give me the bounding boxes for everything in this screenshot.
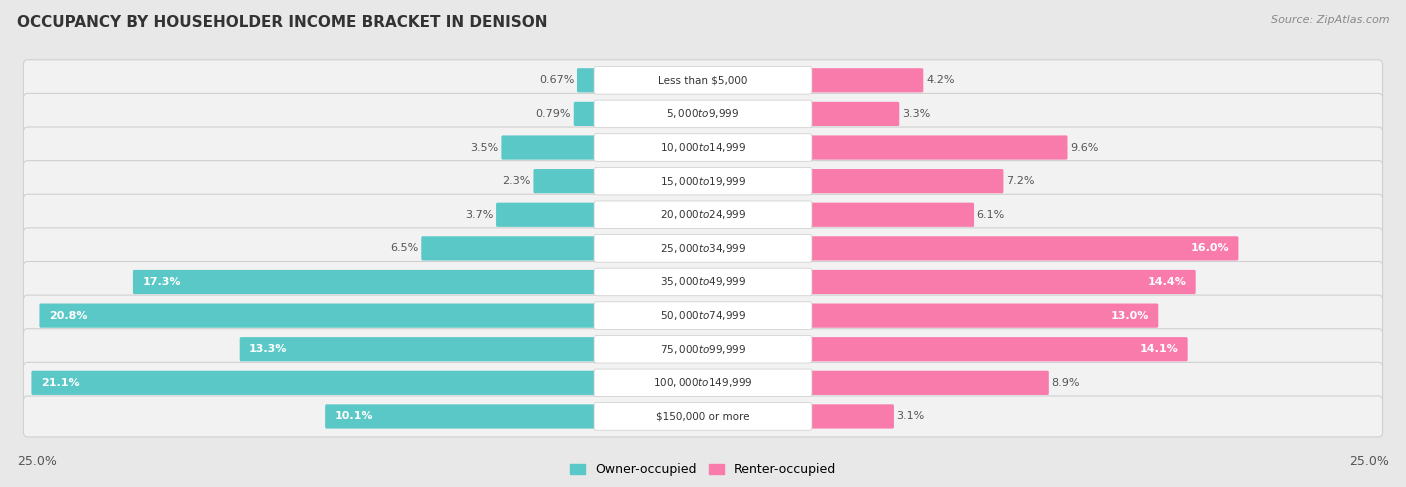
FancyBboxPatch shape (808, 169, 1004, 193)
Text: $150,000 or more: $150,000 or more (657, 412, 749, 421)
FancyBboxPatch shape (808, 270, 1195, 294)
Text: 3.5%: 3.5% (471, 143, 499, 152)
FancyBboxPatch shape (24, 396, 1382, 437)
FancyBboxPatch shape (808, 203, 974, 227)
FancyBboxPatch shape (422, 236, 598, 261)
Text: $20,000 to $24,999: $20,000 to $24,999 (659, 208, 747, 221)
Text: 3.7%: 3.7% (465, 210, 494, 220)
Text: 3.1%: 3.1% (897, 412, 925, 421)
FancyBboxPatch shape (808, 303, 1159, 328)
FancyBboxPatch shape (502, 135, 598, 160)
Text: 6.5%: 6.5% (391, 244, 419, 253)
FancyBboxPatch shape (808, 337, 1188, 361)
Text: $35,000 to $49,999: $35,000 to $49,999 (659, 276, 747, 288)
Text: $15,000 to $19,999: $15,000 to $19,999 (659, 175, 747, 187)
FancyBboxPatch shape (24, 161, 1382, 202)
FancyBboxPatch shape (325, 404, 598, 429)
FancyBboxPatch shape (24, 194, 1382, 235)
FancyBboxPatch shape (808, 68, 924, 93)
FancyBboxPatch shape (595, 201, 811, 228)
FancyBboxPatch shape (24, 295, 1382, 336)
FancyBboxPatch shape (595, 100, 811, 128)
Text: 13.0%: 13.0% (1111, 311, 1149, 320)
FancyBboxPatch shape (31, 371, 598, 395)
Text: 8.9%: 8.9% (1052, 378, 1080, 388)
FancyBboxPatch shape (808, 371, 1049, 395)
FancyBboxPatch shape (808, 135, 1067, 160)
FancyBboxPatch shape (24, 329, 1382, 370)
Text: 13.3%: 13.3% (249, 344, 287, 354)
FancyBboxPatch shape (595, 403, 811, 430)
FancyBboxPatch shape (496, 203, 598, 227)
FancyBboxPatch shape (595, 67, 811, 94)
FancyBboxPatch shape (595, 268, 811, 296)
FancyBboxPatch shape (39, 303, 598, 328)
FancyBboxPatch shape (24, 94, 1382, 134)
FancyBboxPatch shape (595, 134, 811, 161)
FancyBboxPatch shape (24, 60, 1382, 101)
Text: Source: ZipAtlas.com: Source: ZipAtlas.com (1271, 15, 1389, 25)
FancyBboxPatch shape (595, 369, 811, 396)
Text: $5,000 to $9,999: $5,000 to $9,999 (666, 108, 740, 120)
Text: $100,000 to $149,999: $100,000 to $149,999 (654, 376, 752, 389)
Text: 0.79%: 0.79% (536, 109, 571, 119)
FancyBboxPatch shape (239, 337, 598, 361)
Text: 14.1%: 14.1% (1140, 344, 1178, 354)
FancyBboxPatch shape (134, 270, 598, 294)
FancyBboxPatch shape (595, 235, 811, 262)
FancyBboxPatch shape (808, 102, 900, 126)
Text: OCCUPANCY BY HOUSEHOLDER INCOME BRACKET IN DENISON: OCCUPANCY BY HOUSEHOLDER INCOME BRACKET … (17, 15, 547, 30)
FancyBboxPatch shape (808, 404, 894, 429)
Text: $10,000 to $14,999: $10,000 to $14,999 (659, 141, 747, 154)
Text: $50,000 to $74,999: $50,000 to $74,999 (659, 309, 747, 322)
Text: 25.0%: 25.0% (17, 454, 56, 468)
Text: 6.1%: 6.1% (977, 210, 1005, 220)
Text: $75,000 to $99,999: $75,000 to $99,999 (659, 343, 747, 356)
Legend: Owner-occupied, Renter-occupied: Owner-occupied, Renter-occupied (565, 458, 841, 482)
Text: 20.8%: 20.8% (49, 311, 87, 320)
FancyBboxPatch shape (595, 168, 811, 195)
Text: 14.4%: 14.4% (1147, 277, 1187, 287)
FancyBboxPatch shape (808, 236, 1239, 261)
Text: 2.3%: 2.3% (502, 176, 531, 186)
FancyBboxPatch shape (533, 169, 598, 193)
Text: 16.0%: 16.0% (1191, 244, 1229, 253)
Text: $25,000 to $34,999: $25,000 to $34,999 (659, 242, 747, 255)
FancyBboxPatch shape (595, 336, 811, 363)
FancyBboxPatch shape (574, 102, 598, 126)
Text: 3.3%: 3.3% (901, 109, 931, 119)
FancyBboxPatch shape (576, 68, 598, 93)
Text: 21.1%: 21.1% (41, 378, 79, 388)
FancyBboxPatch shape (24, 262, 1382, 302)
Text: 9.6%: 9.6% (1070, 143, 1098, 152)
Text: 4.2%: 4.2% (927, 75, 955, 85)
Text: 25.0%: 25.0% (1350, 454, 1389, 468)
FancyBboxPatch shape (595, 302, 811, 329)
Text: 0.67%: 0.67% (538, 75, 574, 85)
FancyBboxPatch shape (24, 127, 1382, 168)
Text: 10.1%: 10.1% (335, 412, 373, 421)
FancyBboxPatch shape (24, 362, 1382, 403)
Text: 7.2%: 7.2% (1007, 176, 1035, 186)
Text: Less than $5,000: Less than $5,000 (658, 75, 748, 85)
FancyBboxPatch shape (24, 228, 1382, 269)
Text: 17.3%: 17.3% (142, 277, 181, 287)
